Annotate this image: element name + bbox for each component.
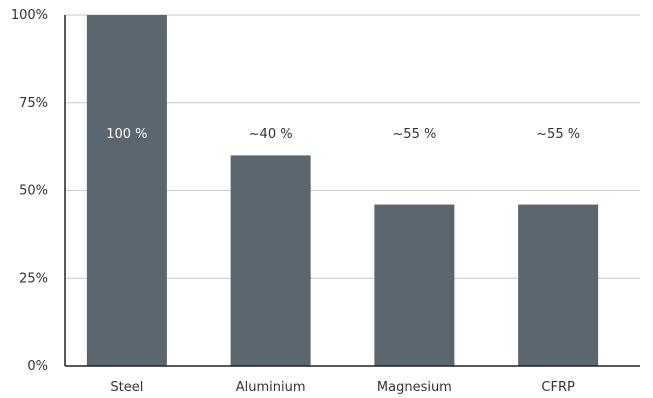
- x-tick-label: Aluminium: [236, 380, 306, 395]
- data-label: 100 %: [106, 127, 147, 142]
- y-tick-label: 50%: [19, 184, 48, 199]
- data-label: ~55 %: [536, 127, 580, 142]
- y-tick-label: 100%: [11, 8, 48, 23]
- bar: [86, 15, 167, 366]
- bar: [374, 204, 455, 366]
- y-tick-label: 75%: [19, 96, 48, 111]
- labels: 0% 25% 50% 75% 100% Steel 100 % Aluminium ~40 % M…: [11, 8, 580, 395]
- y-tick-label: 0%: [27, 359, 48, 374]
- data-label: ~40 %: [249, 127, 293, 142]
- axes: [64, 15, 640, 367]
- bars: [86, 15, 599, 366]
- x-tick-label: Steel: [110, 380, 143, 395]
- bar: [230, 155, 311, 366]
- x-tick-label: CFRP: [541, 380, 575, 395]
- bar: [518, 204, 599, 366]
- data-label: ~55 %: [392, 127, 436, 142]
- y-tick-label: 25%: [19, 271, 48, 286]
- x-tick-label: Magnesium: [377, 380, 452, 395]
